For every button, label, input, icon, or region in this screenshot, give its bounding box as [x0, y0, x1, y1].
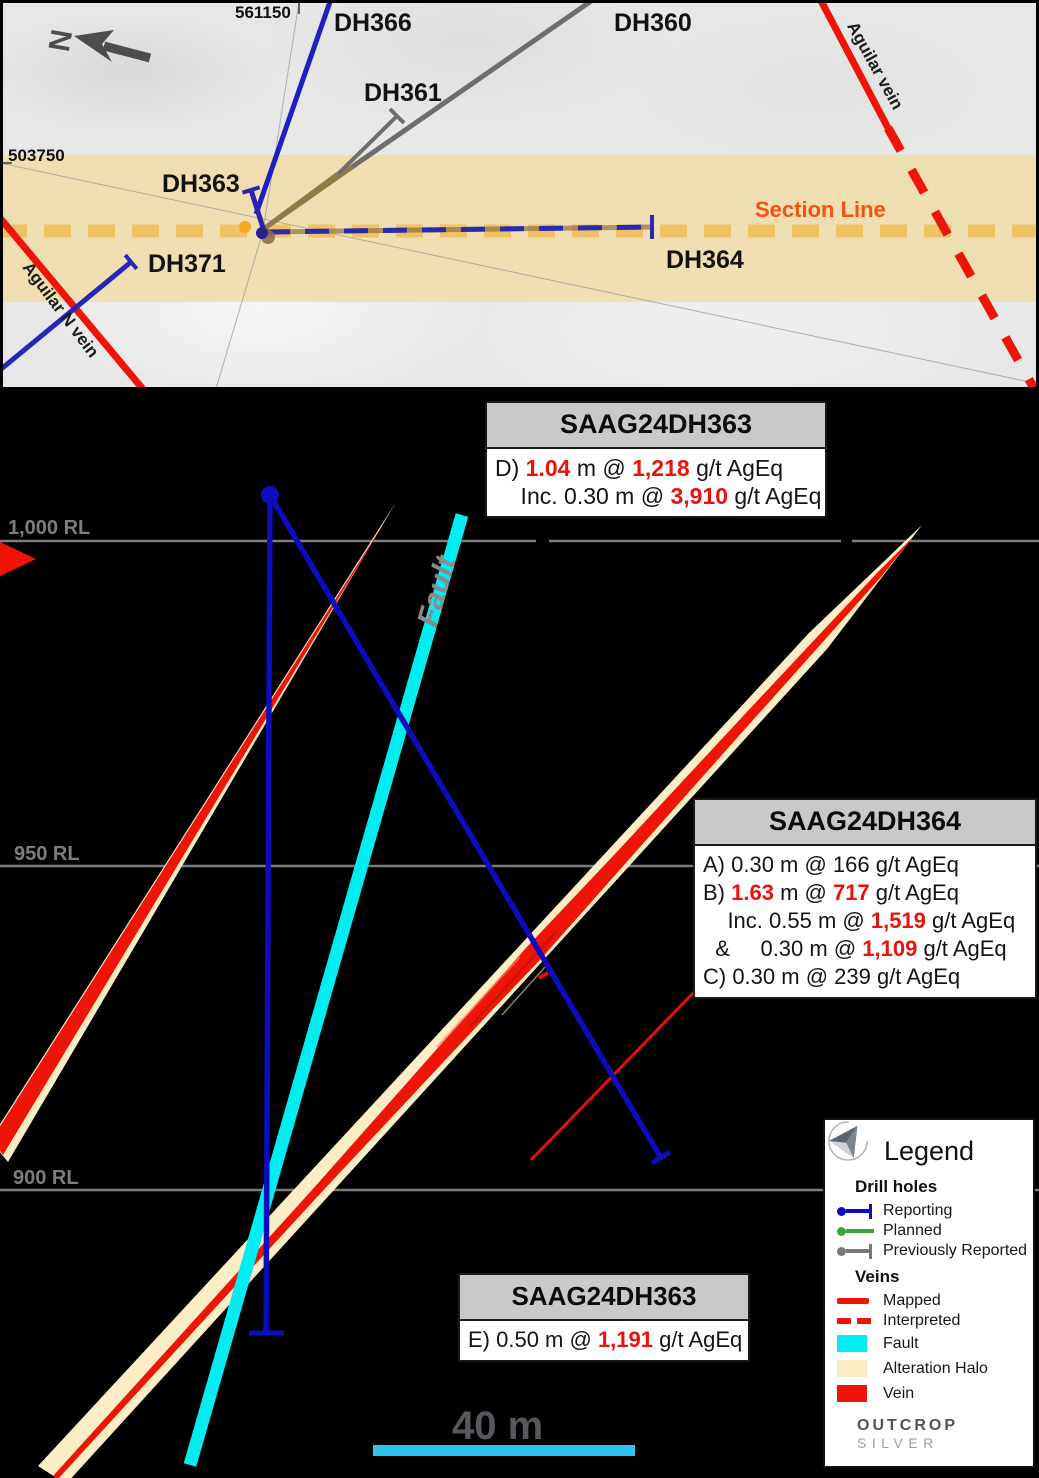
- scale-bar-label: 40 m: [452, 1404, 544, 1448]
- plan-map-drawing: N: [3, 3, 1036, 387]
- drill-trace-dh363-section: [249, 494, 284, 1336]
- legend-item-previously-reported: Previously Reported: [837, 1241, 1033, 1261]
- drill-label-dh363: DH363: [162, 170, 240, 198]
- planned-drillhole-icon: [837, 1226, 883, 1236]
- drill-label-dh361: DH361: [364, 79, 442, 107]
- grid-label-northing: 503750: [8, 146, 65, 165]
- intercept-box-body: A) 0.30 m @ 166 g/t AgEq B) 1.63 m @ 717 …: [693, 846, 1037, 999]
- vein-left: [0, 502, 396, 1162]
- collar-dot-section: [261, 486, 279, 504]
- collar-markers: [239, 221, 275, 244]
- cross-section: 1,000 RL 950 RL 900 RL Fault SAAG24DH363…: [0, 392, 1039, 1478]
- grid-label-easting: 561150: [235, 3, 291, 22]
- drill-trace-dh366: [253, 3, 333, 215]
- drill-label-dh360: DH360: [614, 9, 692, 37]
- drill-trace-dh364-map: [265, 215, 654, 239]
- legend-item-interpreted: Interpreted: [837, 1311, 1033, 1331]
- drill-label-dh364: DH364: [666, 246, 744, 274]
- north-label: N: [41, 27, 77, 54]
- logo-line1: OUTCROP: [857, 1417, 958, 1434]
- alteration-halo-swatch-icon: [837, 1360, 883, 1377]
- outcrop-silver-logo: OUTCROP SILVER: [828, 1121, 1033, 1452]
- fault-swatch-icon: [837, 1335, 883, 1352]
- rl-label-900: 900 RL: [13, 1167, 79, 1189]
- cross-section-drawing: [0, 486, 1039, 1478]
- drill-label-dh371: DH371: [148, 250, 226, 278]
- intercept-box-title: SAAG24DH364: [693, 798, 1037, 846]
- legend-item-label: Planned: [883, 1222, 942, 1239]
- mapped-vein-icon: [837, 1298, 883, 1304]
- section-line-label: Section Line: [755, 197, 886, 222]
- intercept-box-body: E) 0.50 m @ 1,191 g/t AgEq: [458, 1321, 750, 1362]
- legend-item-label: Mapped: [883, 1292, 941, 1309]
- intercept-box-body: D) 1.04 m @ 1,218 g/t AgEq Inc. 0.30 m @…: [485, 449, 827, 518]
- scale-bar: [373, 1445, 635, 1456]
- legend-item-label: Fault: [883, 1334, 919, 1352]
- logo-line2: SILVER: [857, 1435, 939, 1452]
- vein-swatch-icon: [837, 1385, 883, 1402]
- interpreted-vein-icon: [837, 1318, 883, 1324]
- legend-item-reporting: Reporting: [837, 1201, 1033, 1221]
- logo-text: OUTCROP SILVER: [857, 1416, 958, 1452]
- intercept-box-dh363-top: SAAG24DH363 D) 1.04 m @ 1,218 g/t AgEq I…: [485, 401, 827, 518]
- legend-item-label: Interpreted: [883, 1312, 961, 1329]
- drill-trace-dh363-map: [241, 185, 267, 232]
- fault-line: [183, 513, 469, 1467]
- legend: Legend Drill holes Reporting Planned Pre…: [823, 1118, 1035, 1468]
- legend-drill-holes-heading: Drill holes: [855, 1177, 938, 1196]
- legend-title: Legend: [883, 1136, 975, 1166]
- legend-veins-heading: Veins: [855, 1267, 900, 1286]
- legend-item-mapped: Mapped: [837, 1291, 1033, 1311]
- intercept-box-title: SAAG24DH363: [485, 401, 827, 449]
- legend-item-vein: Vein: [837, 1381, 1033, 1406]
- intercept-leader-line: [529, 971, 699, 1162]
- logo-gem-icon: [828, 1121, 868, 1161]
- reporting-drillhole-icon: [837, 1203, 883, 1219]
- legend-item-label: Vein: [883, 1384, 915, 1402]
- drill-trace-dh361: [263, 107, 406, 231]
- drill-trace-dh371: [3, 253, 139, 371]
- vein-sliver-left: [0, 542, 36, 576]
- intercept-box-dh364: SAAG24DH364 A) 0.30 m @ 166 g/t AgEq B) 1…: [693, 798, 1037, 999]
- drill-label-dh366: DH366: [334, 9, 412, 37]
- intercept-box-dh363-bottom: SAAG24DH363 E) 0.50 m @ 1,191 g/t AgEq: [458, 1273, 750, 1362]
- legend-item-label: Previously Reported: [883, 1242, 1028, 1259]
- legend-item-label: Reporting: [883, 1202, 953, 1219]
- rl-label-950: 950 RL: [14, 843, 80, 865]
- legend-item-planned: Planned: [837, 1221, 1033, 1241]
- legend-item-fault: Fault: [837, 1331, 1033, 1356]
- aguilar-vein-line: [818, 3, 1036, 387]
- previously-reported-drillhole-icon: [837, 1243, 883, 1259]
- rl-label-1000: 1,000 RL: [8, 517, 91, 539]
- legend-item-label: Alteration Halo: [883, 1359, 988, 1377]
- plan-map: N 561150 503750 DH366 DH360 DH361 DH363 …: [0, 0, 1039, 392]
- legend-item-alteration-halo: Alteration Halo: [837, 1356, 1033, 1381]
- drill-trace-dh364-section: [267, 493, 672, 1166]
- north-arrow-icon: N: [41, 27, 152, 63]
- intercept-box-title: SAAG24DH363: [458, 1273, 750, 1321]
